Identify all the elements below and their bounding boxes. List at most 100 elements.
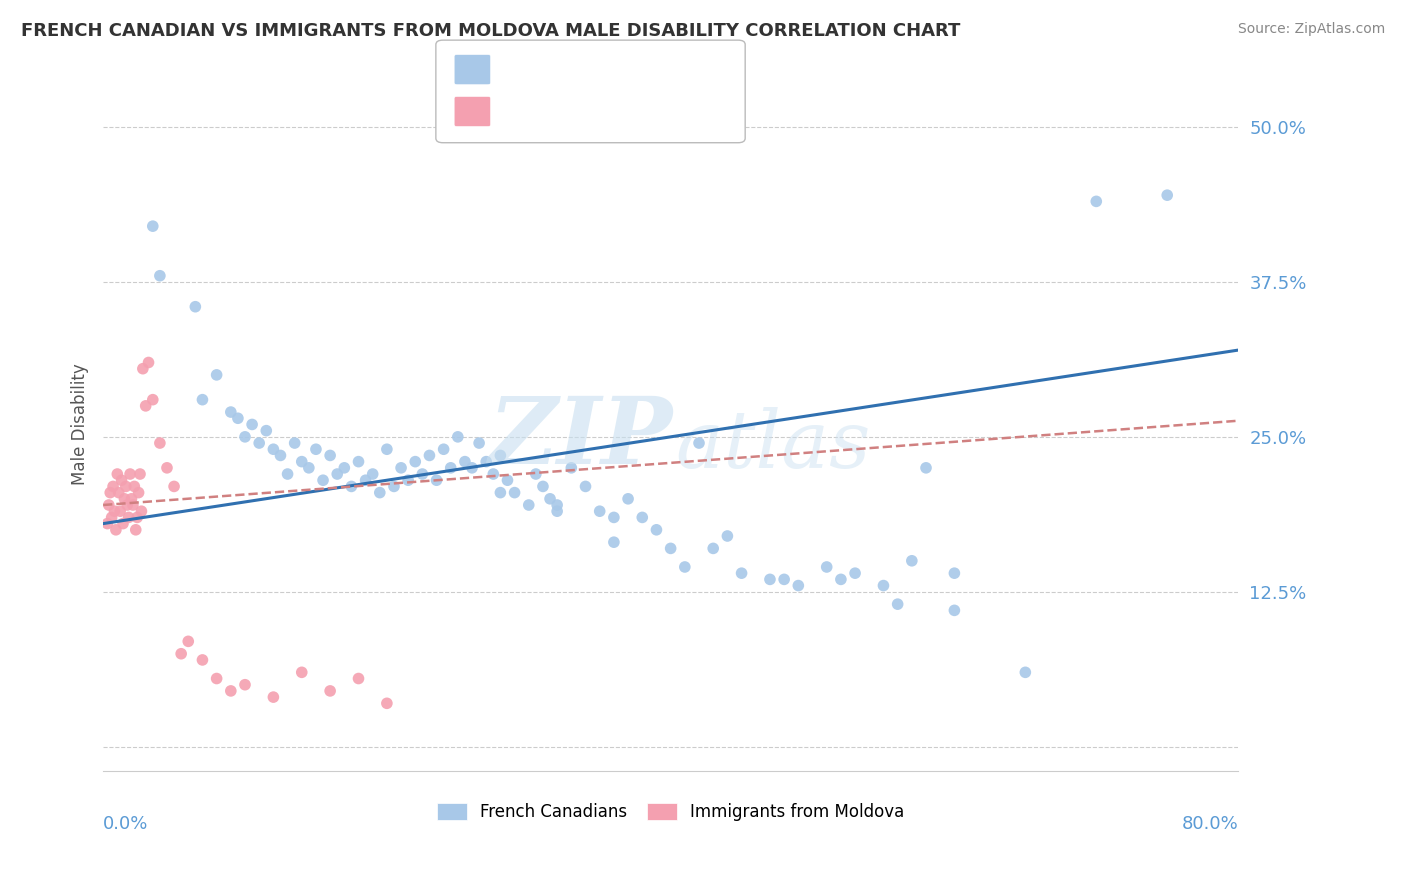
Point [247,436,270,450]
Point [631,510,654,524]
Point [603,535,626,549]
Point [149,436,172,450]
Point [100,510,122,524]
Point [382,479,405,493]
Point [347,672,370,686]
Legend: French Canadians, Immigrants from Moldova: French Canadians, Immigrants from Moldov… [429,794,912,829]
Point [503,485,526,500]
Point [943,603,966,617]
Point [517,498,540,512]
Point [205,368,228,382]
Point [411,467,433,481]
Point [96,516,118,531]
Point [730,566,752,581]
Text: ZIP: ZIP [488,393,672,483]
Point [112,491,135,506]
Point [773,573,796,587]
Point [138,355,160,369]
Point [418,449,440,463]
Point [475,455,498,469]
Point [142,219,165,234]
Point [219,684,242,698]
Point [132,361,155,376]
Point [104,523,127,537]
Point [787,578,810,592]
Point [117,498,139,512]
Point [489,485,512,500]
Point [184,300,207,314]
Point [107,485,129,500]
Point [219,405,242,419]
Point [149,268,172,283]
Point [702,541,724,556]
Point [461,460,484,475]
Point [404,455,426,469]
Point [326,467,349,481]
Point [440,460,463,475]
Point [524,467,547,481]
Point [603,510,626,524]
Point [361,467,384,481]
Point [291,455,314,469]
Point [375,696,398,710]
Y-axis label: Male Disability: Male Disability [72,364,89,485]
Point [915,460,938,475]
Point [98,485,121,500]
Point [277,467,299,481]
Point [298,460,321,475]
Point [830,573,852,587]
Point [901,554,924,568]
Point [142,392,165,407]
Point [108,504,131,518]
Point [122,498,145,512]
Point [135,399,157,413]
Point [129,467,152,481]
Point [124,479,146,493]
Point [589,504,612,518]
Point [170,647,193,661]
Point [205,672,228,686]
Point [1085,194,1108,209]
Point [240,417,263,432]
Point [645,523,668,537]
Point [262,690,284,705]
Text: R = 0.086   N = 43: R = 0.086 N = 43 [496,103,666,120]
Point [375,442,398,457]
Point [312,473,335,487]
Point [872,578,894,592]
Point [496,473,519,487]
Point [617,491,640,506]
Point [716,529,738,543]
Point [538,491,561,506]
Point [191,653,214,667]
Point [118,510,141,524]
Point [269,449,291,463]
Point [560,460,582,475]
Point [673,560,696,574]
Point [101,479,124,493]
Point [127,510,149,524]
Point [319,684,342,698]
Point [114,479,136,493]
Point [844,566,866,581]
Point [688,436,710,450]
Point [531,479,554,493]
Point [433,442,456,457]
Text: R = 0.394   N = 82: R = 0.394 N = 82 [496,60,666,78]
Point [886,597,908,611]
Text: FRENCH CANADIAN VS IMMIGRANTS FROM MOLDOVA MALE DISABILITY CORRELATION CHART: FRENCH CANADIAN VS IMMIGRANTS FROM MOLDO… [21,22,960,40]
Point [482,467,505,481]
Point [815,560,838,574]
Point [389,460,412,475]
Point [125,523,148,537]
Point [546,498,568,512]
Point [105,467,128,481]
Point [191,392,214,407]
Point [233,678,256,692]
Point [447,430,470,444]
Point [156,460,179,475]
Point [163,479,186,493]
Point [131,504,153,518]
Point [291,665,314,680]
Point [468,436,491,450]
